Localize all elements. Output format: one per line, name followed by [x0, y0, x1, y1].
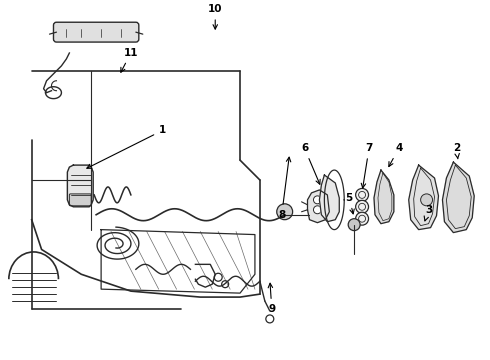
Text: 2: 2: [453, 143, 460, 159]
Text: 11: 11: [121, 48, 138, 72]
Polygon shape: [409, 165, 439, 230]
Circle shape: [356, 212, 368, 225]
Text: 9: 9: [268, 283, 275, 314]
Polygon shape: [68, 165, 93, 207]
Polygon shape: [374, 170, 394, 224]
Circle shape: [348, 219, 360, 231]
Polygon shape: [308, 190, 329, 223]
Text: 8: 8: [278, 157, 291, 220]
Polygon shape: [442, 162, 474, 233]
Text: 7: 7: [361, 143, 373, 188]
Polygon shape: [319, 175, 339, 222]
Circle shape: [314, 196, 321, 204]
Circle shape: [314, 206, 321, 214]
Text: 6: 6: [301, 143, 320, 184]
FancyBboxPatch shape: [70, 194, 91, 206]
Circle shape: [420, 194, 433, 206]
Text: 1: 1: [87, 125, 166, 168]
Circle shape: [356, 188, 368, 201]
Circle shape: [356, 201, 368, 213]
Text: 4: 4: [389, 143, 402, 167]
Text: 10: 10: [208, 4, 222, 29]
Text: 3: 3: [424, 205, 432, 221]
Text: 5: 5: [345, 193, 354, 214]
FancyBboxPatch shape: [53, 22, 139, 42]
Circle shape: [277, 204, 293, 220]
